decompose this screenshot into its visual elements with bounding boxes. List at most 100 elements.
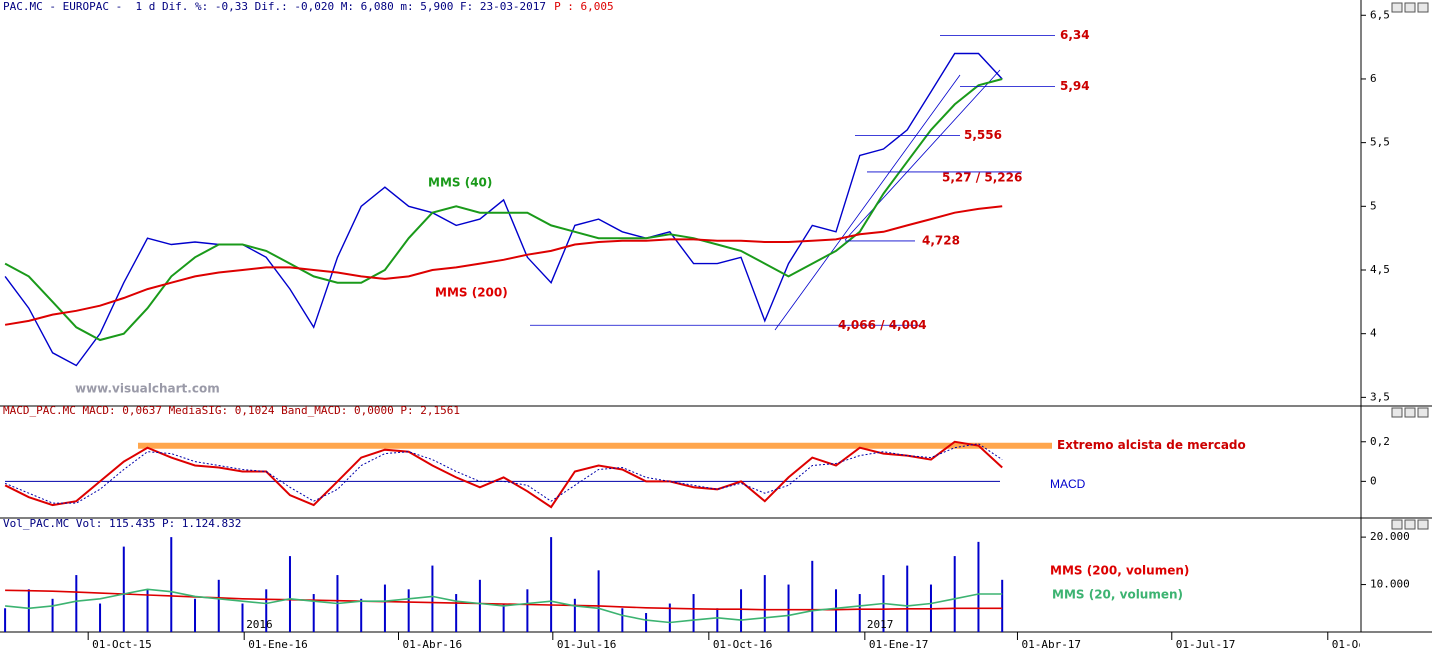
volume-bar (787, 584, 790, 632)
y-tick-label: 5 (1370, 199, 1377, 212)
volume-bar (977, 541, 980, 632)
series-line (5, 588, 1003, 624)
maximize-button[interactable] (1404, 407, 1416, 418)
y-tick-label: 0 (1370, 474, 1377, 487)
volume-bar (122, 546, 125, 632)
panel-header: PAC.MC - EUROPAC - 1 d Dif. %: -0,33 Dif… (3, 0, 546, 13)
x-tick-label: 01-Oct-16 (713, 638, 773, 651)
x-tick-label: 01-Jul-16 (557, 638, 617, 651)
volume-bar (526, 589, 529, 632)
level-label: 6,34 (1060, 28, 1090, 42)
x-tick-label: 01-Oct-17 (1332, 638, 1392, 651)
volume-bar (51, 598, 54, 632)
volume-bar (170, 537, 173, 632)
volume-bar (431, 565, 434, 632)
minimize-button[interactable] (1391, 519, 1403, 530)
x-tick-label: 01-Ene-16 (248, 638, 308, 651)
maximize-button[interactable] (1404, 2, 1416, 13)
trend-line (774, 74, 961, 331)
y-tick-label: 6 (1370, 72, 1377, 85)
panel-header: MACD_PAC.MC MACD: 0,0637 MediaSIG: 0,102… (3, 404, 460, 417)
volume-bar (740, 589, 743, 632)
volume-bar (953, 556, 956, 632)
y-tick-label: 4,5 (1370, 263, 1390, 276)
volume-bar (288, 556, 291, 632)
x-tick-label: 01-Abr-16 (403, 638, 463, 651)
volume-bar (241, 603, 244, 632)
minimize-button[interactable] (1391, 407, 1403, 418)
x-tick-label: 01-Abr-17 (1021, 638, 1081, 651)
series-line (4, 52, 1003, 367)
volume-bar (835, 589, 838, 632)
level-label: 4,728 (922, 233, 960, 247)
series-line (4, 78, 1003, 342)
volume-bar (573, 598, 576, 632)
volume-bar (312, 594, 315, 632)
window-buttons (1391, 2, 1429, 530)
x-tick-label: 01-Ene-17 (869, 638, 929, 651)
volume-bar (858, 594, 861, 632)
y-tick-label: 4 (1370, 327, 1377, 340)
volume-bar (146, 589, 149, 632)
volume-bar (455, 594, 458, 632)
level-label: 5,27 / 5,226 (942, 170, 1022, 184)
close-button[interactable] (1417, 407, 1429, 418)
y-tick-label: 6,5 (1370, 8, 1390, 21)
series-line (5, 589, 1003, 611)
volume-bar (692, 594, 695, 632)
panel-label: MACD (1050, 477, 1086, 491)
series-line (4, 205, 1003, 326)
trend-line (844, 69, 1001, 241)
volume-bar (407, 589, 410, 632)
volume-bar (27, 589, 30, 632)
band-label: Extremo alcista de mercado (1057, 438, 1246, 452)
volume-bar (217, 579, 220, 632)
maximize-button[interactable] (1404, 519, 1416, 530)
volume-bar (763, 575, 766, 632)
volume-bar (621, 608, 624, 632)
series-line (4, 443, 1003, 504)
series-label: MMS (200) (435, 286, 508, 300)
series-label: MMS (20, volumen) (1052, 588, 1183, 602)
y-tick-label: 20.000 (1370, 530, 1410, 543)
volume-bar (645, 613, 648, 632)
y-tick-label: 0,2 (1370, 435, 1390, 448)
volume-bar (668, 603, 671, 632)
series-line (4, 440, 1003, 509)
volume-bar (811, 560, 814, 632)
last-price: P : 6,005 (554, 0, 614, 13)
close-button[interactable] (1417, 519, 1429, 530)
volume-bar (550, 537, 553, 632)
close-button[interactable] (1417, 2, 1429, 13)
panel-header: Vol_PAC.MC Vol: 115.435 P: 1.124.832 (3, 517, 241, 530)
volume-bar (265, 589, 268, 632)
watermark: www.visualchart.com (75, 382, 220, 396)
volume-bar (716, 608, 719, 632)
volume-bar (99, 603, 102, 632)
year-label: 2017 (867, 618, 894, 631)
volume-bar (478, 579, 481, 632)
y-tick-label: 3,5 (1370, 390, 1390, 403)
level-label: 5,556 (964, 128, 1002, 142)
series-label: MMS (200, volumen) (1050, 564, 1189, 578)
year-label: 2016 (246, 618, 272, 631)
y-tick-label: 5,5 (1370, 136, 1390, 149)
volume-bar (383, 584, 386, 632)
volume-bar (360, 598, 363, 632)
y-tick-label: 10.000 (1370, 578, 1410, 591)
level-label: 4,066 / 4,004 (838, 318, 927, 332)
x-tick-label: 01-Jul-17 (1176, 638, 1236, 651)
volume-bar (1001, 579, 1004, 632)
volume-bar (502, 603, 505, 632)
x-tick-label: 01-Oct-15 (92, 638, 152, 651)
series-label: MMS (40) (428, 176, 492, 190)
volume-bar (75, 575, 78, 632)
volume-bar (597, 570, 600, 632)
volume-bar (4, 608, 7, 632)
volume-bar (906, 565, 909, 632)
level-label: 5,94 (1060, 79, 1090, 93)
minimize-button[interactable] (1391, 2, 1403, 13)
volume-bar (194, 598, 197, 632)
